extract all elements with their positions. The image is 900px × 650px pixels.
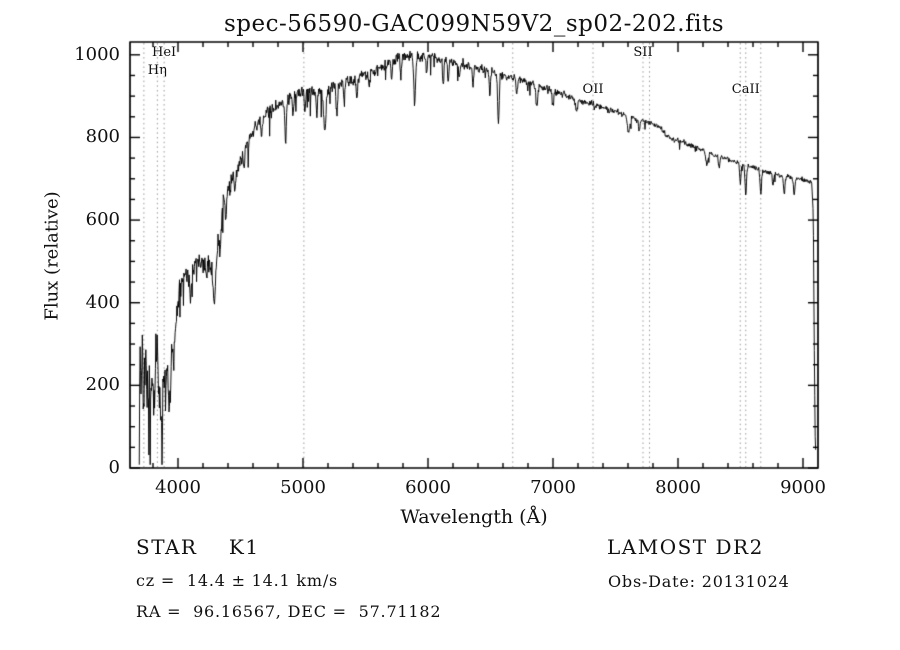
spectral-line-label: SII [633,45,653,60]
spectral-line-label: HeI [152,45,177,60]
y-tick-label: 400 [85,291,120,313]
spectral-line-label: CaII [731,82,760,97]
y-tick-label: 1000 [74,43,120,65]
x-tick-label: 8000 [655,477,701,498]
spectral-line-label: Hη [147,63,167,78]
obs-date: Obs-Date: 20131024 [608,572,790,591]
y-tick-label: 600 [85,209,120,231]
x-tick-label: 4000 [155,477,201,498]
y-tick-label: 0 [108,457,120,478]
x-tick-label: 5000 [280,477,326,498]
y-tick-label: 200 [85,374,120,396]
survey-label: LAMOST DR2 [607,535,764,559]
x-axis-label: Wavelength (Å) [400,506,548,528]
object-class-label: STAR K1 [136,535,260,559]
coordinates: RA = 96.16567, DEC = 57.71182 [136,602,442,621]
spectral-line-label: OII [582,82,604,97]
x-tick-label: 6000 [405,477,451,498]
plot-title: spec-56590-GAC099N59V2_sp02-202.fits [223,11,725,37]
y-tick-label: 800 [85,126,120,148]
x-tick-label: 9000 [780,477,826,498]
x-tick-label: 7000 [530,477,576,498]
cz-value: cz = 14.4 ± 14.1 km/s [136,571,339,590]
